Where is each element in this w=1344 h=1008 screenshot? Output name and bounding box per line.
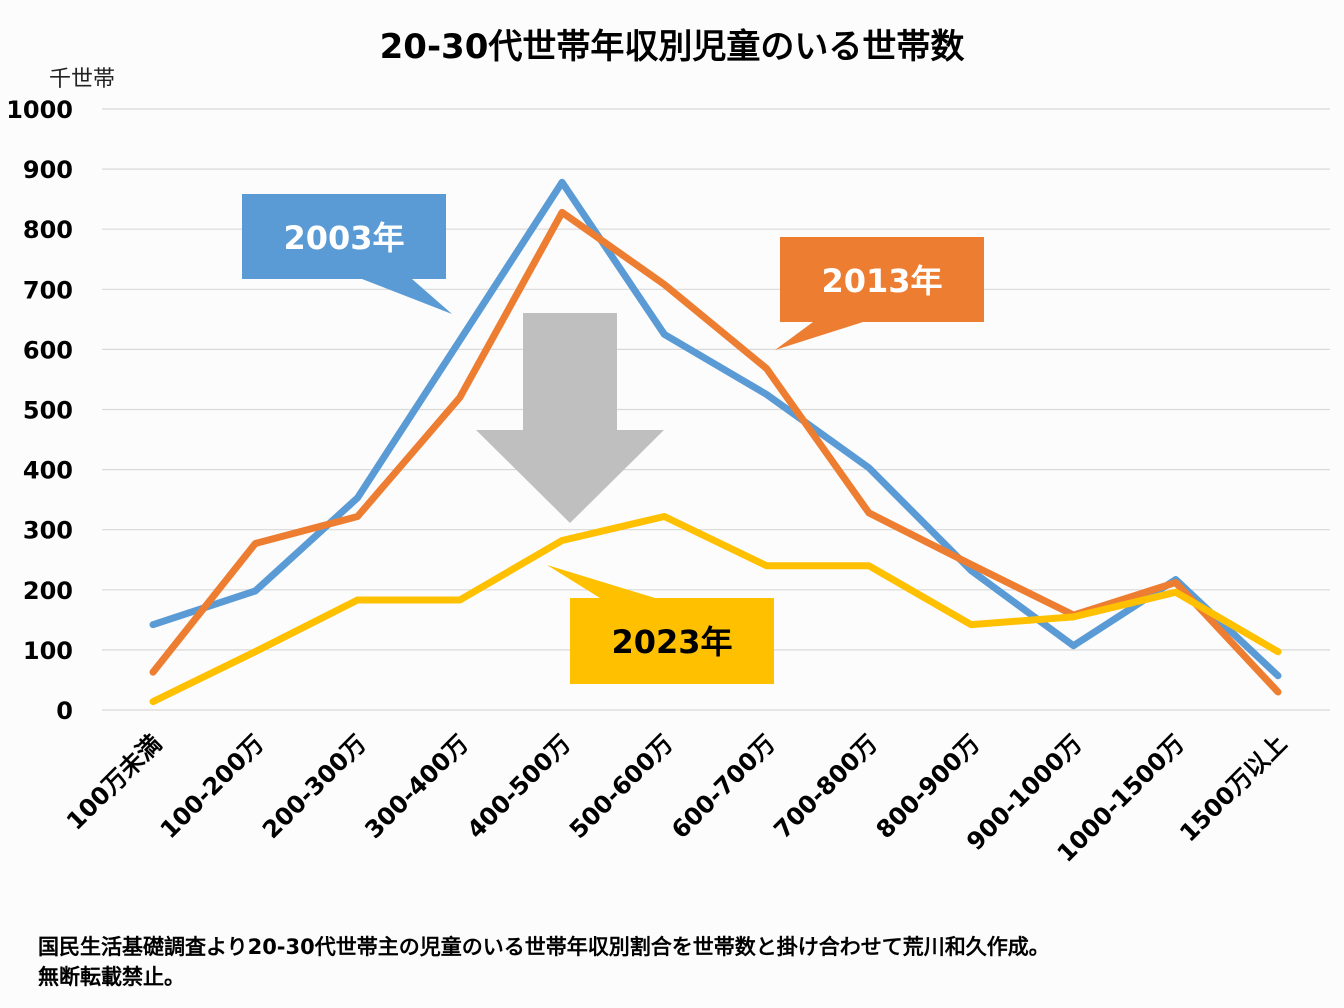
y-tick-label: 300 — [23, 517, 73, 545]
y-tick-label: 800 — [23, 216, 73, 244]
x-tick-label: 100万未満 — [61, 729, 167, 835]
down-arrow-icon — [476, 313, 664, 523]
series-line-2023年 — [149, 512, 1282, 706]
x-tick-label: 400-500万 — [462, 729, 577, 844]
callout-2013-label: 2013年 — [821, 262, 942, 300]
source-footnote: 国民生活基礎調査より20-30代世帯主の児童のいる世帯年収別割合を世帯数と掛け合… — [38, 932, 1328, 992]
y-tick-label: 0 — [56, 697, 73, 725]
series-line-2003年 — [149, 178, 1282, 680]
x-tick-label: 100-200万 — [155, 729, 270, 844]
series-lines — [149, 178, 1282, 706]
x-tick-label: 600-700万 — [666, 729, 781, 844]
callout-2003-label: 2003年 — [283, 219, 404, 257]
footnote-line-2: 無断転載禁止。 — [38, 965, 185, 989]
callout-2013-bubble — [775, 237, 984, 350]
callout-2003-bubble — [242, 194, 452, 314]
y-tick-label: 1000 — [6, 96, 73, 124]
x-tick-label: 500-600万 — [564, 729, 679, 844]
gridlines — [102, 108, 1330, 711]
x-tick-label: 200-300万 — [257, 729, 372, 844]
x-tick-label: 300-400万 — [359, 729, 474, 844]
callout-2003: 2003年 — [242, 194, 452, 314]
callout-2013: 2013年 — [775, 237, 984, 350]
y-tick-label: 200 — [23, 577, 73, 605]
x-tick-label: 800-900万 — [871, 729, 986, 844]
footnote-line-1: 国民生活基礎調査より20-30代世帯主の児童のいる世帯年収別割合を世帯数と掛け合… — [38, 935, 1050, 959]
callout-2023: 2023年 — [547, 565, 774, 684]
y-tick-label: 600 — [23, 336, 73, 364]
chart-title: 20-30代世帯年収別児童のいる世帯数 — [380, 27, 965, 67]
y-axis-unit-label: 千世帯 — [49, 67, 115, 92]
y-tick-label: 100 — [23, 637, 73, 665]
y-axis-ticks: 0 100 200 300 400 500 600 700 800 900 1000 — [6, 96, 73, 725]
callout-2023-bubble — [547, 565, 774, 684]
y-tick-label: 500 — [23, 397, 73, 425]
callout-2023-label: 2023年 — [611, 623, 732, 661]
x-tick-label: 1500万以上 — [1174, 729, 1292, 847]
x-tick-label: 700-800万 — [768, 729, 883, 844]
y-tick-label: 900 — [23, 156, 73, 184]
y-tick-label: 400 — [23, 457, 73, 485]
y-tick-label: 700 — [23, 276, 73, 304]
x-axis-ticks: 100万未満100-200万200-300万300-400万400-500万50… — [61, 729, 1292, 867]
